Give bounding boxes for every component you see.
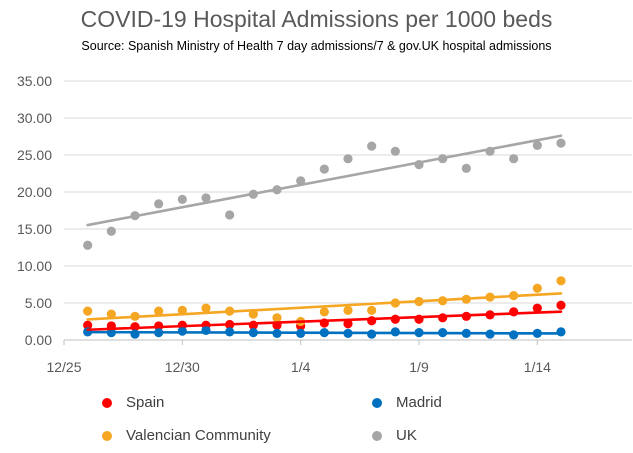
point-valencian-community <box>177 305 187 315</box>
point-valencian-community <box>272 313 282 323</box>
point-uk <box>390 146 400 156</box>
x-tick-label: 1/4 <box>291 359 311 375</box>
legend-item-valencian-community: Valencian Community <box>102 427 271 444</box>
y-tick-label: 0.00 <box>25 332 52 348</box>
legend-marker-valencian-community <box>102 430 112 441</box>
point-valencian-community <box>556 276 566 286</box>
point-uk <box>367 141 377 151</box>
point-spain <box>509 307 519 317</box>
trendline-spain <box>86 310 563 332</box>
legend-label-madrid: Madrid <box>396 394 442 411</box>
y-tick-label: 25.00 <box>17 147 52 163</box>
y-tick-label: 15.00 <box>17 221 52 237</box>
point-valencian-community <box>532 283 542 293</box>
y-tick-label: 35.00 <box>17 73 52 89</box>
point-valencian-community <box>319 307 329 317</box>
point-madrid <box>509 330 519 340</box>
legend-label-spain: Spain <box>126 394 165 411</box>
point-valencian-community <box>248 309 258 319</box>
point-valencian-community <box>106 309 116 319</box>
point-valencian-community <box>367 305 377 315</box>
chart-subtitle: Source: Spanish Ministry of Health 7 day… <box>81 39 552 53</box>
legend-item-spain: Spain <box>102 394 164 411</box>
x-tick-label: 1/9 <box>409 359 429 375</box>
legend-label-valencian-community: Valencian Community <box>126 427 271 444</box>
point-spain <box>343 319 353 329</box>
y-tick-label: 5.00 <box>25 295 52 311</box>
point-uk <box>556 138 566 148</box>
point-uk <box>177 194 187 204</box>
point-spain <box>532 303 542 313</box>
point-spain <box>438 313 448 323</box>
point-uk <box>106 226 116 236</box>
point-spain <box>83 320 93 330</box>
point-uk <box>461 163 471 173</box>
x-tick-label: 12/30 <box>165 359 200 375</box>
point-uk <box>532 140 542 150</box>
point-spain <box>556 300 566 310</box>
trendline-madrid <box>86 330 563 335</box>
trendline-uk <box>86 134 563 227</box>
chart-title: COVID-19 Hospital Admissions per 1000 be… <box>80 6 553 32</box>
point-uk <box>83 240 93 250</box>
point-uk <box>509 154 519 164</box>
point-uk <box>319 164 329 174</box>
point-uk <box>225 210 235 220</box>
point-valencian-community <box>154 306 164 316</box>
point-valencian-community <box>201 303 211 313</box>
x-tick-label: 12/25 <box>46 359 81 375</box>
legend-marker-uk <box>372 430 382 441</box>
point-valencian-community <box>343 305 353 315</box>
point-uk <box>343 154 353 164</box>
legend-label-uk: UK <box>396 427 417 444</box>
legend-item-uk: UK <box>372 427 417 444</box>
point-madrid <box>130 329 140 339</box>
y-tick-label: 10.00 <box>17 258 52 274</box>
legend-item-madrid: Madrid <box>372 394 442 411</box>
legend-marker-spain <box>102 397 112 408</box>
legend-marker-madrid <box>372 397 382 408</box>
y-tick-label: 20.00 <box>17 184 52 200</box>
point-uk <box>154 199 164 209</box>
point-madrid <box>556 327 566 337</box>
trendline-valencian-community <box>86 292 563 321</box>
point-valencian-community <box>83 306 93 316</box>
x-tick-label: 1/14 <box>524 359 551 375</box>
point-uk <box>201 193 211 203</box>
y-tick-label: 30.00 <box>17 110 52 126</box>
